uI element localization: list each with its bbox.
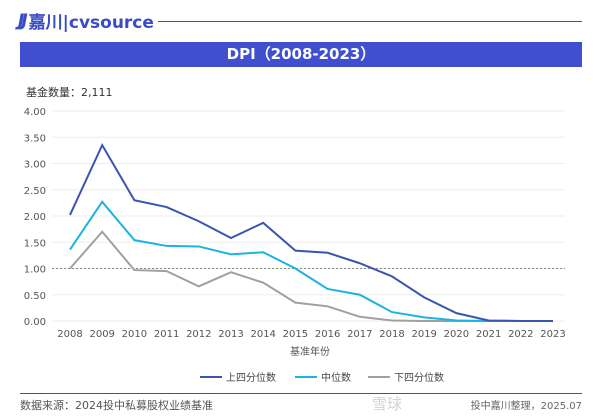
chart-title: DPI（2008-2023）	[20, 42, 582, 67]
legend-label: 上四分位数	[226, 371, 276, 384]
y-tick-label: 4.00	[24, 107, 46, 118]
header-divider	[158, 21, 582, 22]
y-tick-label: 2.50	[24, 186, 46, 197]
y-tick-label: 3.00	[24, 160, 46, 171]
x-tick-label: 2021	[476, 329, 501, 340]
x-tick-label: 2008	[57, 329, 82, 340]
x-tick-label: 2022	[508, 329, 533, 340]
credit: 投中嘉川整理，2025.07	[470, 401, 582, 412]
x-tick-label: 2015	[283, 329, 308, 340]
watermark: 雪球	[372, 395, 403, 413]
footer-divider	[20, 393, 582, 394]
x-tick-label: 2019	[411, 329, 436, 340]
series-line-中位数	[69, 200, 553, 322]
logo-text: 嘉川|cvsource	[28, 13, 154, 33]
y-tick-label: 0.00	[24, 317, 46, 328]
x-tick-label: 2014	[250, 329, 275, 340]
cvsource-logo: JJ 嘉川|cvsource	[18, 8, 154, 34]
series-line-上四分位数	[69, 142, 553, 322]
y-tick-label: 3.50	[24, 133, 46, 144]
x-tick-label: 2010	[122, 329, 147, 340]
legend-label: 中位数	[321, 371, 351, 384]
y-tick-label: 2.00	[24, 212, 46, 223]
data-source: 数据来源：2024投中私募股权业绩基准	[20, 399, 213, 412]
series-line-下四分位数	[69, 230, 553, 322]
legend-label: 下四分位数	[394, 371, 444, 384]
y-tick-label: 1.00	[24, 265, 46, 276]
x-tick-label: 2012	[186, 329, 211, 340]
y-tick-label: 0.50	[24, 291, 46, 302]
x-tick-label: 2020	[444, 329, 469, 340]
x-tick-label: 2018	[379, 329, 404, 340]
x-tick-label: 2016	[315, 329, 340, 340]
fund-count: 基金数量：2,111	[26, 86, 113, 99]
x-tick-label: 2011	[154, 329, 179, 340]
x-tick-label: 2013	[218, 329, 243, 340]
x-axis-label: 基准年份	[290, 345, 330, 358]
logo-mark: JJ	[18, 10, 28, 31]
x-tick-label: 2009	[89, 329, 114, 340]
x-tick-label: 2023	[540, 329, 565, 340]
y-tick-label: 1.50	[24, 238, 46, 249]
x-tick-label: 2017	[347, 329, 372, 340]
